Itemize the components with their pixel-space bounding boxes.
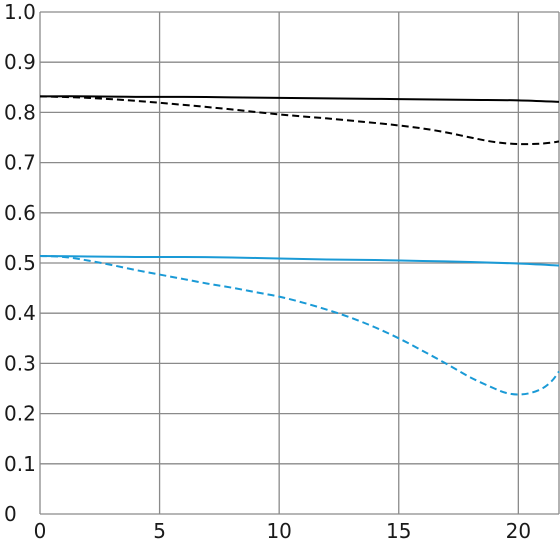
y-tick-label-8: 0.8 bbox=[4, 100, 36, 124]
y-tick-label-1: 0.1 bbox=[4, 452, 36, 476]
series-line-3 bbox=[39, 254, 560, 396]
y-tick-label-5: 0.5 bbox=[4, 251, 36, 275]
x-tick-label-0: 0 bbox=[34, 519, 47, 542]
x-tick-label-4: 20 bbox=[506, 519, 531, 542]
series-line-2 bbox=[39, 254, 560, 267]
x-tick-label-1: 5 bbox=[153, 519, 166, 542]
y-tick-label-0: 0 bbox=[4, 502, 17, 526]
y-tick-label-3: 0.3 bbox=[4, 351, 36, 375]
x-tick-label-3: 15 bbox=[386, 519, 411, 542]
y-tick-label-9: 0.9 bbox=[4, 50, 36, 74]
y-axis-tick-labels: 0 0.1 0.2 0.3 0.4 0.5 0.6 0.7 0.8 0.9 1.0 bbox=[4, 0, 36, 526]
series-line-0 bbox=[39, 95, 560, 103]
x-tick-label-2: 10 bbox=[266, 519, 291, 542]
x-axis-tick-labels: 0 5 10 15 20 bbox=[34, 519, 531, 542]
y-tick-label-2: 0.2 bbox=[4, 402, 36, 426]
chart-series-group bbox=[39, 95, 560, 396]
series-line-1 bbox=[39, 95, 560, 146]
y-tick-label-10: 1.0 bbox=[4, 0, 36, 24]
y-tick-label-7: 0.7 bbox=[4, 151, 36, 175]
y-tick-label-6: 0.6 bbox=[4, 201, 36, 225]
y-tick-label-4: 0.4 bbox=[4, 301, 36, 325]
